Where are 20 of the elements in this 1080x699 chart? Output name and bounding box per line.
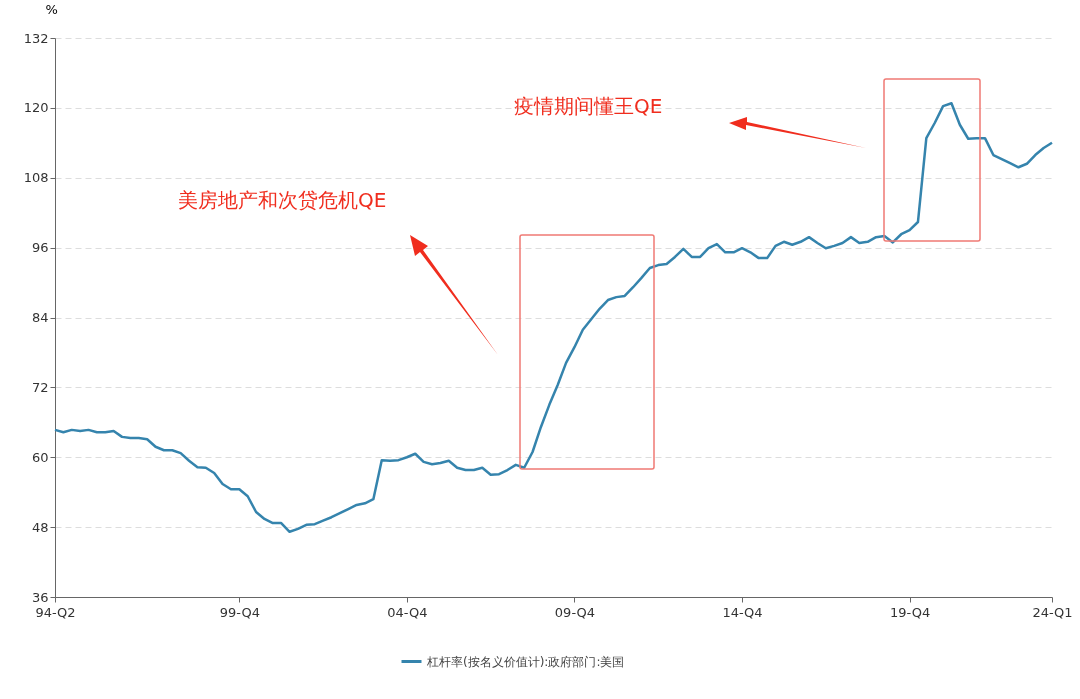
- x-tick-label: 09-Q4: [554, 604, 596, 620]
- y-tick-label: 36: [31, 589, 49, 605]
- legend-label: 杠杆率(按名义价值计):政府部门:美国: [426, 654, 625, 669]
- annotation: 疫情期间懂王QE: [514, 93, 663, 120]
- x-tick-label: 14-Q4: [722, 604, 763, 620]
- y-tick-label: 60: [31, 449, 49, 465]
- x-tick-label: 94-Q2: [35, 604, 76, 620]
- x-tick-label: 24-Q1: [1032, 604, 1073, 620]
- y-tick-label: 120: [23, 100, 49, 116]
- y-tick-label: 132: [23, 30, 49, 46]
- y-axis-title: %: [45, 1, 58, 17]
- y-tick-label: 48: [31, 519, 49, 535]
- y-tick-label: 84: [31, 310, 49, 325]
- y-tick-label: 108: [23, 170, 49, 186]
- y-tick-label: 96: [31, 240, 49, 256]
- y-tick-label: 72: [31, 379, 49, 395]
- x-tick-label: 04-Q4: [387, 604, 428, 620]
- x-tick-label: 19-Q4: [889, 604, 931, 620]
- x-tick-label: 99-Q4: [219, 604, 260, 620]
- annotation: 美房地产和次贷危机QE: [178, 187, 387, 214]
